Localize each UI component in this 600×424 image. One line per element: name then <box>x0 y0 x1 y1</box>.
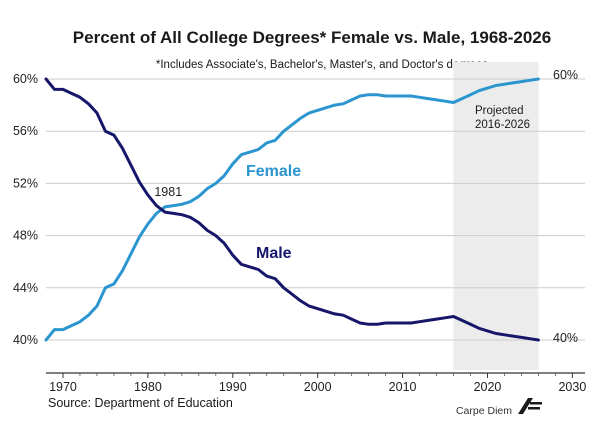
brand-logo-mark <box>518 398 533 414</box>
x-tick-label: 1980 <box>134 380 162 394</box>
x-tick-label: 1970 <box>49 380 77 394</box>
source-note: Source: Department of Education <box>48 396 233 410</box>
brand-label: Carpe Diem <box>456 405 512 417</box>
plot-area: 40% 44% 48% 52% 56% 60% 1970 1980 1990 2000 2010 20… <box>13 62 586 394</box>
series-label-female: Female <box>246 163 301 180</box>
projected-region <box>453 62 539 370</box>
x-tick-label: 2030 <box>558 380 586 394</box>
x-tick-label: 2000 <box>304 380 332 394</box>
series-line-female <box>44 77 540 342</box>
brand-logo <box>518 398 542 414</box>
brand-logo-bar-bottom <box>528 407 540 410</box>
x-tick-label: 1990 <box>219 380 247 394</box>
y-tick-label: 52% <box>13 176 38 190</box>
brand-logo-bar-top <box>530 402 542 405</box>
y-tick-label: 40% <box>13 333 38 347</box>
y-tick-label: 56% <box>13 124 38 138</box>
x-tick-label: 2020 <box>474 380 502 394</box>
annotation-1981: 1981 <box>154 185 182 199</box>
chart-footnote: *Includes Associate's, Bachelor's, Maste… <box>156 59 488 71</box>
projected-label-line1: Projected <box>475 105 524 117</box>
series-label-male: Male <box>256 245 292 262</box>
projected-label-line2: 2016-2026 <box>475 119 530 131</box>
chart-title: Percent of All College Degrees* Female v… <box>73 28 551 47</box>
series-line-male <box>44 77 540 342</box>
end-label-female: 60% <box>553 68 578 82</box>
y-tick-label: 48% <box>13 229 38 243</box>
x-tick-label: 2010 <box>389 380 417 394</box>
y-tick-label: 60% <box>13 72 38 86</box>
end-label-male: 40% <box>553 331 578 345</box>
y-tick-label: 44% <box>13 281 38 295</box>
